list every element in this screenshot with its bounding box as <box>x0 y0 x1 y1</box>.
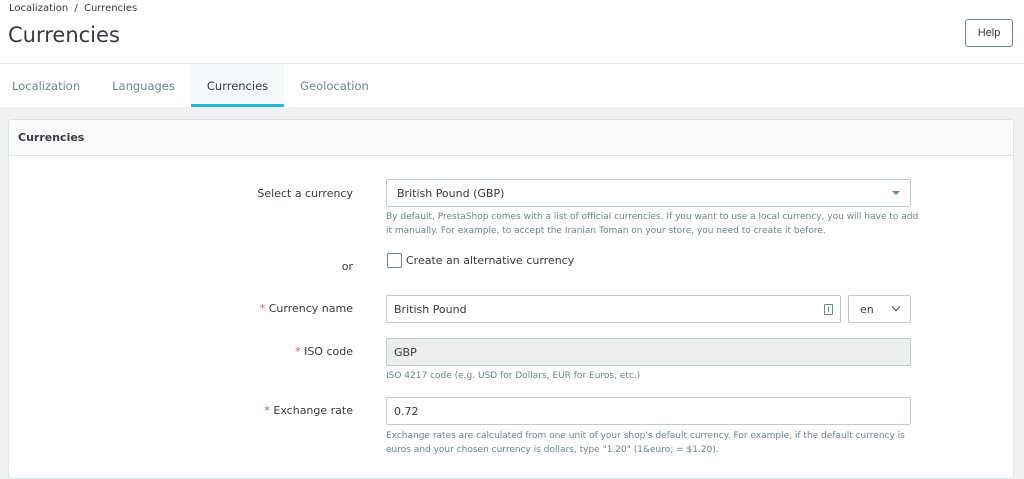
help-button[interactable]: Help <box>965 19 1013 47</box>
caret-down-icon <box>892 191 900 195</box>
tab-currencies[interactable]: Currencies <box>190 64 285 107</box>
currency-name-label-text: Currency name <box>268 302 353 315</box>
tab-bar: Localization Languages Currencies Geoloc… <box>0 64 1024 107</box>
required-marker: * <box>264 404 270 417</box>
currency-select[interactable]: British Pound (GBP) <box>386 179 911 207</box>
breadcrumb: Localization / Currencies <box>9 3 137 14</box>
language-value: en <box>860 302 874 316</box>
breadcrumb-separator: / <box>74 3 78 14</box>
breadcrumb-localization[interactable]: Localization <box>9 3 69 14</box>
iso-code-help: ISO 4217 code (e.g. USD for Dollars, EUR… <box>386 371 641 381</box>
page-header: Localization / Currencies Currencies Hel… <box>0 0 1024 64</box>
required-marker: * <box>295 345 301 358</box>
select-currency-label: Select a currency <box>257 187 353 200</box>
currency-name-value: British Pound <box>394 302 467 316</box>
exchange-rate-help: Exchange rates are calculated from one u… <box>386 431 905 455</box>
page-title: Currencies <box>8 23 120 47</box>
exchange-rate-label-text: Exchange rate <box>273 404 353 417</box>
language-select[interactable]: en <box>848 295 911 323</box>
currency-select-value: British Pound (GBP) <box>397 186 505 200</box>
iso-code-input[interactable]: GBP <box>386 338 911 366</box>
chevron-down-icon <box>891 302 901 312</box>
currency-name-label: * Currency name <box>260 302 353 315</box>
iso-code-label-text: ISO code <box>304 345 353 358</box>
iso-code-label: * ISO code <box>295 345 353 358</box>
translate-icon <box>824 303 833 315</box>
alternative-currency-label[interactable]: Create an alternative currency <box>406 254 575 267</box>
alternative-currency-checkbox[interactable] <box>387 253 402 268</box>
iso-code-value: GBP <box>394 345 417 359</box>
currency-name-input[interactable]: British Pound <box>386 295 841 323</box>
exchange-rate-label: * Exchange rate <box>264 404 353 417</box>
exchange-rate-value: 0.72 <box>394 404 419 418</box>
breadcrumb-currencies[interactable]: Currencies <box>83 3 138 14</box>
or-label: or <box>341 260 353 273</box>
currencies-card: Currencies Select a currency British Pou… <box>8 119 1014 479</box>
tab-geolocation[interactable]: Geolocation <box>300 78 369 93</box>
required-marker: * <box>259 302 266 315</box>
exchange-rate-input[interactable]: 0.72 <box>386 397 911 425</box>
tab-languages[interactable]: Languages <box>112 78 175 93</box>
select-currency-help: By default, PrestaShop comes with a list… <box>386 212 919 236</box>
tab-localization[interactable]: Localization <box>12 78 81 93</box>
card-title: Currencies <box>9 120 1013 156</box>
